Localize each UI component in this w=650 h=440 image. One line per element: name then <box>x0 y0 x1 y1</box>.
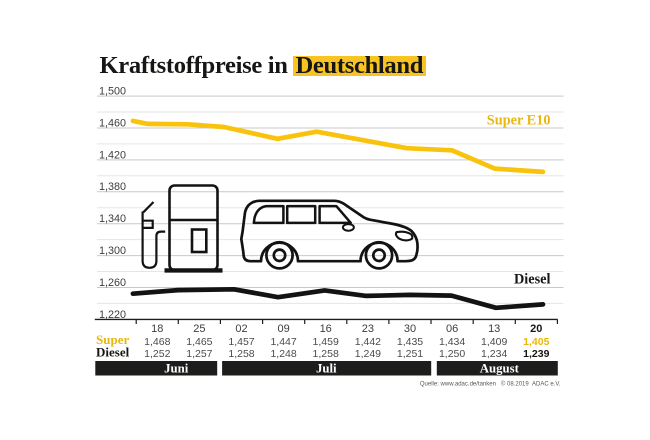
svg-text:1,251: 1,251 <box>397 348 423 360</box>
svg-text:25: 25 <box>193 323 205 335</box>
svg-text:1,380: 1,380 <box>99 181 126 193</box>
svg-text:1,435: 1,435 <box>397 336 423 348</box>
svg-text:1,468: 1,468 <box>144 336 170 348</box>
svg-text:1,405: 1,405 <box>523 336 549 348</box>
svg-text:1,234: 1,234 <box>481 348 507 360</box>
svg-text:1,248: 1,248 <box>270 348 296 360</box>
svg-text:1,257: 1,257 <box>186 348 212 360</box>
svg-text:August: August <box>480 362 520 376</box>
svg-text:1,442: 1,442 <box>355 336 381 348</box>
svg-text:06: 06 <box>446 323 458 335</box>
svg-text:02: 02 <box>235 323 247 335</box>
svg-text:1,239: 1,239 <box>523 348 549 360</box>
svg-text:1,260: 1,260 <box>99 277 126 289</box>
svg-text:30: 30 <box>404 323 416 335</box>
svg-text:1,252: 1,252 <box>144 348 170 360</box>
svg-text:1,258: 1,258 <box>228 348 254 360</box>
svg-text:Diesel: Diesel <box>514 272 551 288</box>
svg-text:Quelle: www.adac.de/tanken ©: Quelle: www.adac.de/tanken © 08.2019 ADA… <box>420 380 561 387</box>
svg-text:1,447: 1,447 <box>270 336 296 348</box>
svg-text:1,249: 1,249 <box>355 348 381 360</box>
svg-text:13: 13 <box>488 323 500 335</box>
svg-text:1,409: 1,409 <box>481 336 507 348</box>
svg-text:Super: Super <box>96 332 129 347</box>
svg-text:18: 18 <box>151 323 163 335</box>
svg-text:16: 16 <box>320 323 332 335</box>
svg-text:Super E10: Super E10 <box>487 113 551 129</box>
svg-text:1,457: 1,457 <box>228 336 254 348</box>
svg-text:1,258: 1,258 <box>313 348 339 360</box>
svg-text:Juli: Juli <box>316 362 337 376</box>
svg-text:1,340: 1,340 <box>99 213 126 225</box>
svg-text:1,420: 1,420 <box>99 149 126 161</box>
svg-text:1,465: 1,465 <box>186 336 212 348</box>
svg-text:20: 20 <box>530 323 542 335</box>
svg-text:1,460: 1,460 <box>99 117 126 129</box>
svg-text:1,459: 1,459 <box>313 336 339 348</box>
svg-text:Juni: Juni <box>164 362 189 376</box>
svg-text:1,500: 1,500 <box>99 86 126 98</box>
svg-text:1,434: 1,434 <box>439 336 465 348</box>
svg-text:23: 23 <box>362 323 374 335</box>
svg-text:Diesel: Diesel <box>96 345 130 360</box>
svg-text:1,250: 1,250 <box>439 348 465 360</box>
svg-text:1,220: 1,220 <box>99 309 126 321</box>
svg-text:09: 09 <box>277 323 289 335</box>
svg-text:1,300: 1,300 <box>99 245 126 257</box>
